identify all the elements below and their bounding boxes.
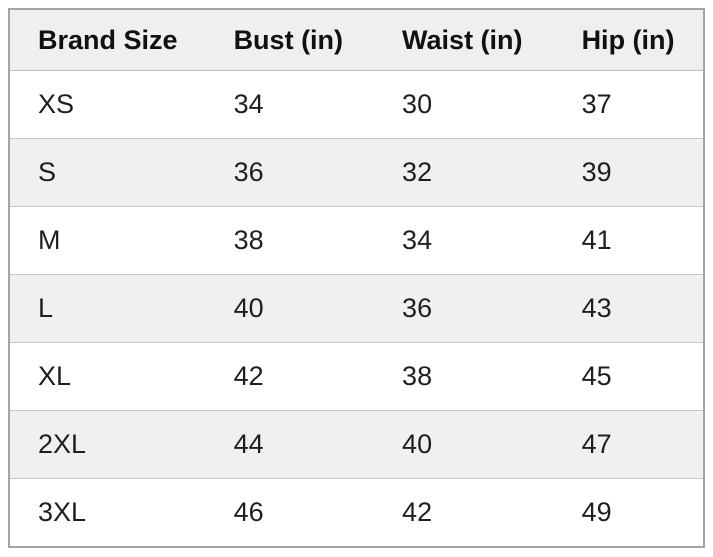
cell-hip: 41 xyxy=(553,206,704,275)
cell-waist: 30 xyxy=(374,70,554,139)
cell-hip: 37 xyxy=(553,70,704,139)
cell-bust: 40 xyxy=(205,274,375,343)
cell-hip: 43 xyxy=(553,274,704,343)
column-header-bust: Bust (in) xyxy=(205,9,375,71)
table-header-row: Brand Size Bust (in) Waist (in) Hip (in) xyxy=(9,9,704,71)
cell-size: XL xyxy=(9,342,206,411)
cell-size: L xyxy=(9,274,206,343)
column-header-waist: Waist (in) xyxy=(374,9,554,71)
cell-hip: 49 xyxy=(581,497,612,527)
table-row-s: S 36 32 39 xyxy=(9,138,704,207)
cell-waist: 32 xyxy=(374,138,554,207)
cell-bust: 44 xyxy=(205,410,375,479)
column-header-hip: Hip (in) xyxy=(553,9,704,71)
table-row-m: M 38 34 41 xyxy=(9,206,704,275)
cell-bust: 34 xyxy=(205,70,375,139)
cell-size: 2XL xyxy=(9,410,206,479)
table-row-xl: XL 42 38 45 xyxy=(9,342,704,411)
table-row-l: L 40 36 43 xyxy=(9,274,704,343)
table-row-3xl: 3XL 46 42 49 xyxy=(9,479,704,548)
cell-waist: 38 xyxy=(374,342,554,411)
cell-hip: 39 xyxy=(553,138,704,207)
cell-size: XS xyxy=(9,70,206,139)
cell-size: M xyxy=(9,206,206,275)
cell-bust: 38 xyxy=(205,206,375,275)
column-header-brand-size: Brand Size xyxy=(9,9,206,71)
cell-waist: 42 xyxy=(402,497,433,527)
cell-bust: 42 xyxy=(205,342,375,411)
table-row-xs: XS 34 30 37 xyxy=(9,70,704,139)
cell-hip: 47 xyxy=(553,410,704,479)
cell-bust: 36 xyxy=(205,138,375,207)
cell-waist: 34 xyxy=(374,206,554,275)
cell-bust: 46 xyxy=(233,497,264,527)
cell-size: 3XL xyxy=(38,497,87,527)
cell-waist: 40 xyxy=(374,410,554,479)
cell-size: S xyxy=(9,138,206,207)
table-row-2xl: 2XL 44 40 47 xyxy=(9,410,704,479)
cell-hip: 45 xyxy=(553,342,704,411)
cell-waist: 36 xyxy=(374,274,554,343)
size-chart-table: Brand Size Bust (in) Waist (in) Hip (in)… xyxy=(8,8,705,548)
